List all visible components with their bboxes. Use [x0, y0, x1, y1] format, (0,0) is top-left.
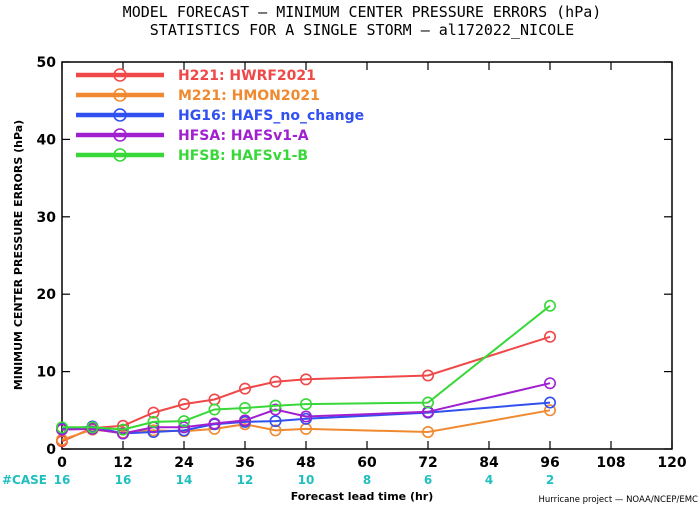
x-tick-label: 84	[479, 455, 499, 471]
legend: H221: HWRF2021 M221: HMON2021 HG16: HAFS_n…	[76, 68, 364, 164]
y-tick-label: 50	[37, 55, 57, 71]
data-point	[117, 423, 130, 436]
legend-entry: M221: HMON2021	[76, 88, 320, 104]
series-layer	[55, 299, 556, 448]
series-group	[55, 377, 556, 440]
data-point	[147, 406, 160, 419]
y-tick-label: 10	[37, 365, 57, 381]
data-point	[543, 404, 556, 417]
case-count: 2	[546, 473, 554, 487]
x-tick-label: 120	[657, 455, 686, 471]
x-axis: 0 12 24 36 48 60 72 84 96 108 120	[57, 62, 687, 471]
data-point	[178, 415, 191, 428]
data-point	[269, 399, 282, 412]
y-tick-label: 0	[46, 442, 56, 458]
data-point	[147, 415, 160, 428]
legend-marker	[113, 88, 127, 102]
case-count: 10	[298, 473, 315, 487]
legend-marker	[113, 128, 127, 142]
case-count-label: #CASE	[2, 473, 47, 487]
chart-subtitle: STATISTICS FOR A SINGLE STORM — al172022…	[150, 21, 574, 39]
legend-entry: H221: HWRF2021	[76, 68, 316, 84]
data-point	[86, 421, 99, 434]
chart-title: MODEL FORECAST — MINIMUM CENTER PRESSURE…	[123, 3, 602, 21]
data-point	[421, 425, 434, 438]
case-count: 16	[115, 473, 132, 487]
x-tick-label: 24	[174, 455, 194, 471]
data-point	[239, 414, 252, 427]
data-point	[208, 417, 221, 430]
data-point	[421, 405, 434, 418]
data-point	[178, 421, 191, 434]
legend-entry: HG16: HAFS_no_change	[76, 108, 364, 124]
legend-label: M221: HMON2021	[178, 88, 320, 104]
data-point	[543, 299, 556, 312]
legend-marker	[113, 108, 127, 122]
data-point	[421, 396, 434, 409]
data-point	[269, 403, 282, 416]
legend-marker	[113, 148, 127, 162]
data-point	[269, 415, 282, 428]
x-tick-label: 36	[235, 455, 254, 471]
x-tick-label: 48	[296, 455, 315, 471]
data-point	[299, 410, 312, 423]
data-point	[299, 373, 312, 386]
case-count: 12	[237, 473, 254, 487]
legend-marker	[113, 68, 127, 82]
legend-label: HG16: HAFS_no_change	[178, 108, 364, 124]
data-point	[208, 403, 221, 416]
legend-label: HFSA: HAFSv1-A	[178, 128, 309, 144]
data-point	[543, 330, 556, 343]
legend-entry: HFSB: HAFSv1-B	[76, 148, 308, 164]
plot-frame	[61, 61, 673, 450]
series-line	[62, 305, 551, 431]
series-line	[61, 335, 551, 443]
data-point	[299, 398, 312, 411]
case-count: 16	[54, 473, 71, 487]
x-tick-label: 72	[418, 455, 437, 471]
series-line	[61, 409, 551, 441]
x-tick-label: 60	[357, 455, 377, 471]
legend-label: HFSB: HAFSv1-B	[178, 148, 308, 164]
x-tick-label: 96	[540, 455, 559, 471]
data-point	[269, 424, 282, 437]
data-point	[543, 396, 556, 409]
data-point	[421, 369, 434, 382]
data-point	[239, 382, 252, 395]
series-group	[55, 299, 556, 436]
data-point	[117, 427, 130, 440]
case-counts: 16 16 14 12 10 8 6 4 2	[54, 473, 555, 487]
credit-text: Hurricane project — NOAA/NCEP/EMC	[538, 495, 698, 505]
x-tick-label: 0	[57, 455, 67, 471]
x-tick-label: 108	[596, 455, 625, 471]
case-count: 4	[485, 473, 493, 487]
case-count: 6	[424, 473, 432, 487]
case-count: 8	[363, 473, 371, 487]
legend-entry: HFSA: HAFSv1-A	[76, 128, 309, 144]
case-count: 14	[176, 473, 193, 487]
data-point	[239, 401, 252, 414]
legend-label: H221: HWRF2021	[178, 68, 316, 84]
data-point	[117, 419, 130, 432]
data-point	[178, 398, 191, 411]
y-axis: 0 10 20 30 40 50	[37, 55, 672, 458]
x-tick-label: 12	[113, 455, 132, 471]
data-point	[269, 375, 282, 388]
y-axis-label: MINIMUM CENTER PRESSURE ERRORS (hPa)	[12, 120, 25, 390]
series-line	[61, 382, 551, 435]
x-axis-label: Forecast lead time (hr)	[291, 490, 434, 503]
data-point	[55, 421, 68, 434]
y-tick-label: 30	[37, 210, 57, 226]
data-point	[543, 377, 556, 390]
y-tick-label: 40	[37, 132, 57, 148]
y-tick-label: 20	[37, 287, 57, 303]
data-point	[178, 424, 191, 437]
